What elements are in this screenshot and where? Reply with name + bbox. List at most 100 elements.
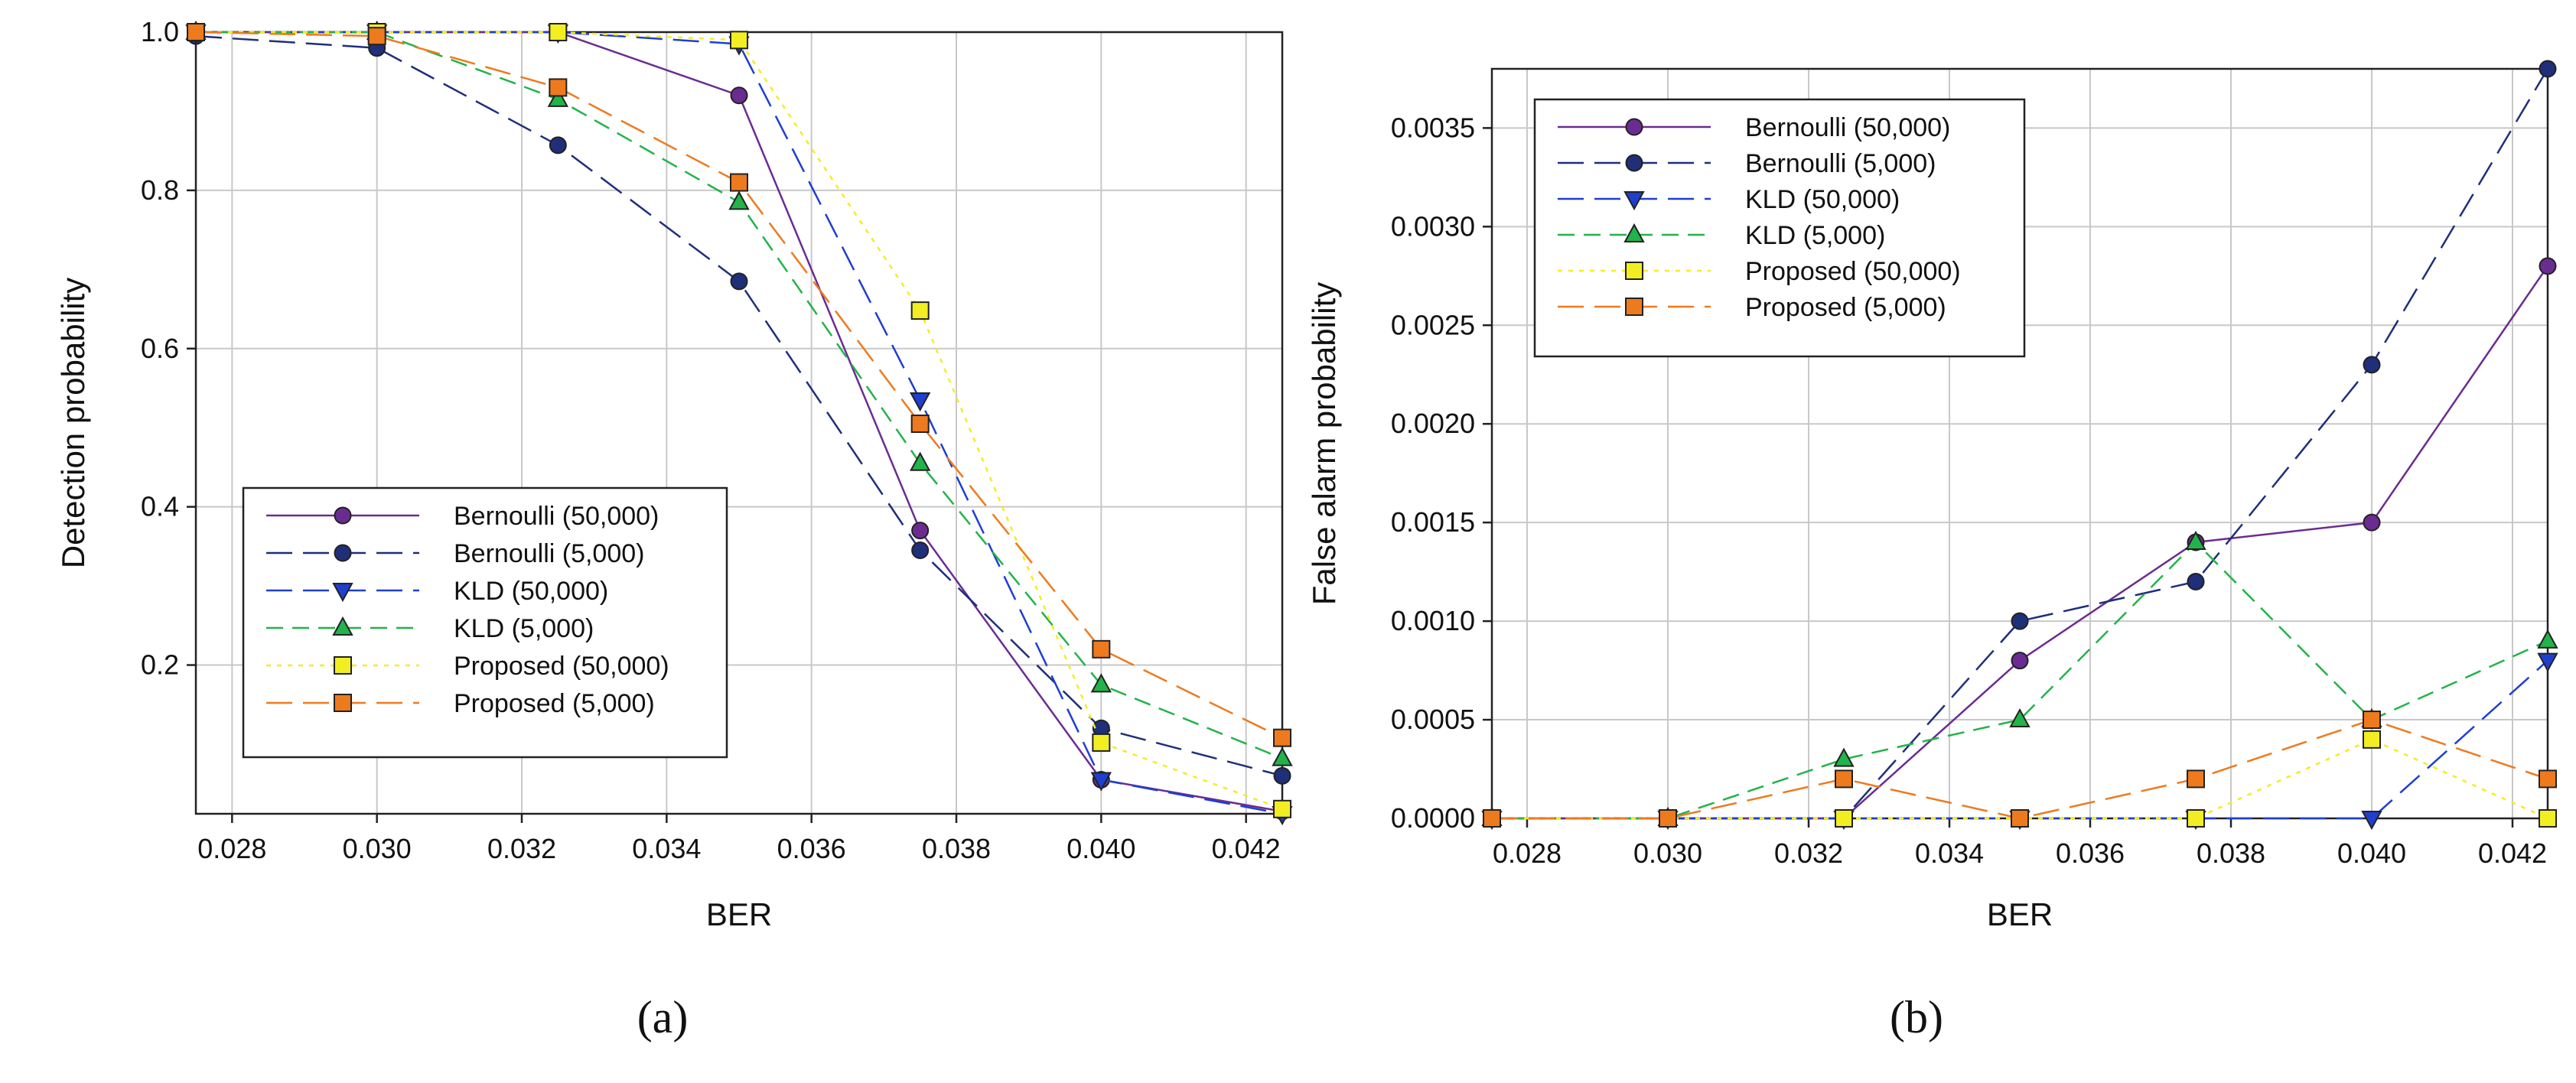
series-a-3-point-6 [1272,746,1293,766]
series-b-0-point-5 [2363,513,2381,532]
legend-marker-b-5-point-0 [1625,298,1643,316]
legend-marker-b-0-point-0 [1625,118,1643,136]
x-tick-label-a-3: 0.034 [632,833,701,864]
x-tick-label-b-4: 0.036 [2056,837,2125,869]
legend-label-b-4: Proposed (50,000) [1745,257,1961,286]
x-tick-label-a-6: 0.040 [1067,833,1135,864]
series-b-1-point-5 [2363,356,2381,374]
series-b-1-point-4 [2187,573,2205,591]
legend-label-a-3: KLD (5,000) [454,614,594,643]
series-a-4-point-3 [730,31,748,50]
y-tick-label-b-4: 0.0020 [1391,408,1475,439]
series-a-1-point-6 [1273,766,1291,785]
x-tick-label-a-4: 0.036 [777,833,846,864]
series-a-1-point-3 [730,272,748,291]
y-axis-label-b: False alarm probability [1306,282,1342,606]
series-a-5-point-0 [187,23,205,41]
series-b-5-point-3 [2011,809,2029,828]
legend-b: Bernoulli (50,000) Bernoulli (5,000) KLD (… [1533,98,2026,358]
caption-b: (b) [1890,992,1943,1042]
legend-label-a-1: Bernoulli (5,000) [454,539,644,568]
legend-label-b-3: KLD (5,000) [1745,221,1885,250]
series-a-0-point-4 [911,522,930,540]
x-tick-label-a-5: 0.038 [922,833,991,864]
series-b-2-point-5 [2361,811,2382,831]
series-a-4-point-5 [1092,733,1111,752]
series-b-5-point-6 [2539,769,2557,789]
y-tick-label-a-2: 0.6 [141,333,179,364]
series-a-0-point-3 [730,86,748,105]
y-tick-label-a-3: 0.8 [141,174,179,206]
series-a-1-point-4 [911,542,930,560]
series-b-3-point-2 [1833,747,1855,767]
chart-a: 0.028 0.030 0.032 0.034 0.036 0.038 0.040 0.042… [55,16,1293,1042]
legend-marker-a-5-point-0 [334,694,352,712]
y-tick-label-a-4: 1.0 [141,16,179,47]
y-tick-label-a-1: 0.4 [141,491,179,522]
series-a-5-point-1 [367,27,386,46]
series-a-5-point-4 [910,415,930,434]
series-a-3-point-5 [1090,673,1112,693]
legend-label-a-2: KLD (50,000) [454,577,608,606]
series-a-4-point-2 [549,23,568,41]
legend-label-b-5: Proposed (5,000) [1745,293,1946,322]
series-b-0-point-6 [2539,257,2557,275]
series-b-4-point-4 [2187,809,2205,828]
series-a-3-point-3 [728,190,750,210]
series-b-3-point-3 [2009,707,2031,728]
y-axis-label-a: Detection probability [55,278,91,569]
legend-marker-a-2-point-0 [332,583,353,603]
x-tick-label-a-1: 0.030 [343,833,412,864]
series-a-5-point-2 [549,78,568,97]
series-a-1-point-2 [549,136,567,154]
series-b-5 [1483,711,2557,828]
x-tick-label-a-0: 0.028 [197,833,266,864]
x-tick-label-b-7: 0.042 [2478,837,2547,869]
x-tick-label-b-6: 0.040 [2337,837,2406,869]
series-a-5-point-5 [1092,639,1111,659]
series-b-5-point-5 [2363,711,2381,730]
legend-marker-b-1-point-0 [1625,154,1643,172]
y-tick-label-b-2: 0.0010 [1391,605,1475,636]
series-b-5-point-4 [2187,769,2205,789]
series-b-1-point-6 [2539,60,2557,78]
legend-marker-a-3-point-0 [332,616,353,636]
legend-a: Bernoulli (50,000) Bernoulli (5,000) KLD (… [242,486,728,759]
series-a-2-point-4 [909,392,931,412]
legend-label-b-1: Bernoulli (5,000) [1745,149,1936,178]
series-b-5-point-2 [1835,769,1853,789]
series-b-5-point-1 [1659,809,1677,828]
series-a-3-point-2 [547,87,569,107]
series-b-4-point-2 [1835,809,1853,828]
x-axis-label-a: BER [706,896,772,932]
chart-b: 0.028 0.030 0.032 0.034 0.036 0.038 0.040 0.042… [1306,60,2558,1042]
y-tick-label-b-5: 0.0025 [1391,309,1475,340]
series-a-3-point-4 [909,451,931,471]
series-b-2-point-6 [2537,652,2558,672]
legend-marker-b-3-point-0 [1623,223,1645,242]
x-tick-label-a-2: 0.032 [487,833,556,864]
legend-label-b-0: Bernoulli (50,000) [1745,113,1950,142]
y-tick-label-b-6: 0.0030 [1391,210,1475,242]
series-a-4-point-4 [910,301,930,320]
legend-label-a-4: Proposed (50,000) [454,652,669,681]
y-tick-label-b-3: 0.0015 [1391,506,1475,538]
x-tick-label-b-2: 0.032 [1774,837,1843,869]
series-b-4-point-6 [2539,809,2557,828]
series-b-3-point-4 [2185,530,2206,550]
legend-box-b [1533,98,2026,358]
series-b-4-point-5 [2363,730,2381,749]
y-tick-label-b-0: 0.0000 [1391,802,1475,834]
series-a-4-point-6 [1273,799,1291,818]
series-b-3-point-6 [2537,629,2558,649]
legend-marker-a-0-point-0 [334,506,352,525]
legend-marker-b-4-point-0 [1625,262,1643,280]
series-b-0-point-3 [2011,652,2029,670]
x-tick-label-b-1: 0.030 [1633,837,1702,869]
legend-marker-a-4-point-0 [334,656,352,675]
legend-box-a [242,486,728,759]
x-axis-label-b: BER [1987,896,2053,932]
series-b-5-point-0 [1483,809,1501,828]
legend-label-a-0: Bernoulli (50,000) [454,502,659,531]
series-a-5 [187,23,1291,747]
